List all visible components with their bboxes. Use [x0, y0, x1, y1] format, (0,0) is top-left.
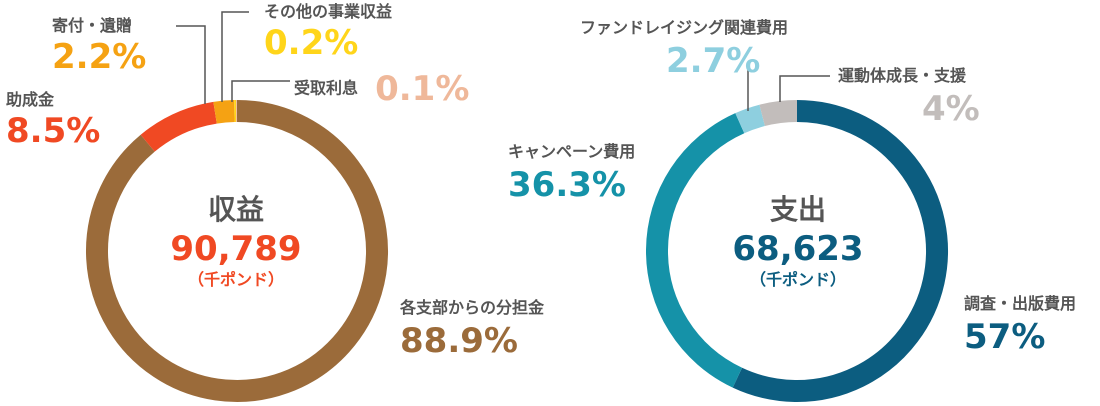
income-unit: （千ポンド） [187, 270, 284, 289]
donut-slice-movement [759, 100, 798, 127]
slice-name: 各支部からの分担金 [400, 298, 545, 317]
expense-title: 支出 [769, 193, 826, 226]
leader-line-movement [779, 75, 830, 102]
income-title: 収益 [207, 193, 264, 226]
leader-line-interest [231, 80, 290, 102]
slice-value: 0.2% [264, 23, 359, 63]
label-income-branches: 各支部からの分担金 88.9% [400, 298, 545, 361]
slice-value: 88.9% [400, 321, 518, 361]
slice-value: 2.7% [666, 41, 761, 81]
slice-value: 8.5% [6, 111, 101, 151]
label-income-interest: 受取利息 0.1% [294, 72, 469, 106]
slice-name: 助成金 [6, 90, 55, 109]
label-income-other: その他の事業収益 0.2% [264, 2, 393, 63]
slice-name: その他の事業収益 [264, 2, 393, 21]
slice-name: ファンドレイジング関連費用 [580, 18, 789, 37]
expense-total: 68,623 [732, 229, 864, 269]
label-expense-research: 調査・出版費用 57% [964, 294, 1077, 357]
slice-name: 調査・出版費用 [964, 294, 1077, 313]
leader-line-other-income [221, 11, 249, 102]
leader-lines [176, 11, 830, 111]
label-income-grants: 助成金 8.5% [6, 90, 101, 151]
donut-slice-campaign [646, 113, 745, 388]
donut-slice-branches [86, 100, 388, 402]
slice-value: 36.3% [508, 165, 626, 205]
slice-name: 寄付・遺贈 [52, 16, 133, 35]
label-expense-movement: 運動体成長・支援 4% [838, 66, 980, 129]
slice-value: 57% [964, 317, 1046, 357]
donut-slice-grants [140, 101, 218, 152]
donut-slice-fundraising [735, 104, 766, 134]
slice-name: キャンペーン費用 [508, 142, 636, 161]
label-expense-campaign: キャンペーン費用 36.3% [508, 142, 636, 205]
income-center: 収益 90,789 （千ポンド） [136, 196, 336, 288]
slice-value: 4% [922, 89, 980, 129]
slice-name: 受取利息 [294, 78, 359, 98]
leader-line-donation [176, 25, 206, 104]
slice-name: 運動体成長・支援 [838, 66, 967, 85]
label-income-donation: 寄付・遺贈 2.2% [52, 16, 147, 77]
donut-slice-donation [213, 100, 235, 124]
expense-center: 支出 68,623 （千ポンド） [698, 196, 898, 288]
income-total: 90,789 [170, 229, 302, 269]
expense-donut [646, 100, 948, 402]
label-expense-fundraising: ファンドレイジング関連費用 2.7% [580, 18, 789, 81]
expense-unit: （千ポンド） [749, 270, 846, 289]
slice-value: 0.1% [375, 69, 470, 109]
donut-slice-research [732, 100, 948, 402]
slice-value: 2.2% [52, 37, 147, 77]
income-donut [86, 100, 388, 402]
